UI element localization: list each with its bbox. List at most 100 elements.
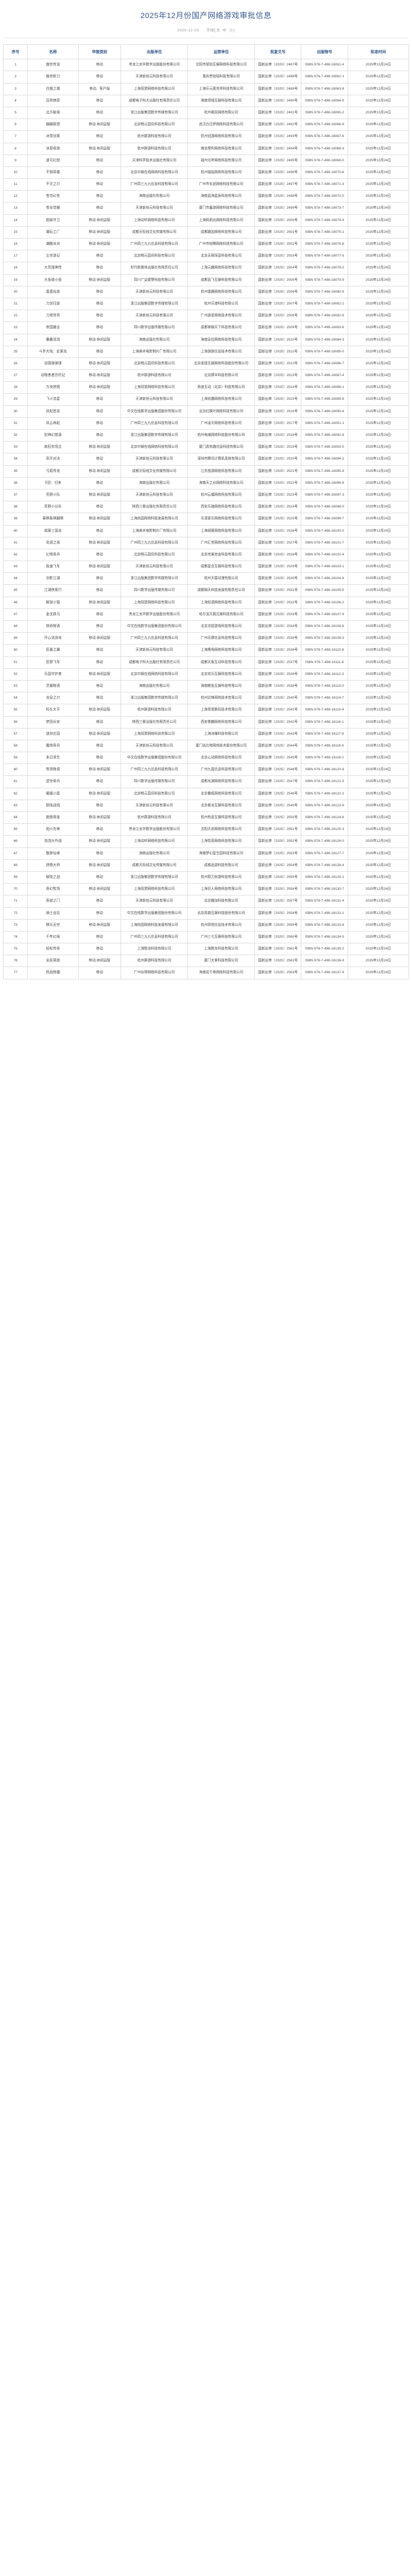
row-date: 2025年12月24日 (347, 811, 409, 824)
row-isbn: ISBN 978-7-498-16069-0 (301, 154, 348, 167)
row-isbn: ISBN 978-7-498-16134-5 (301, 930, 348, 944)
row-publisher: 北京畅元国讯科技有限公司 (121, 548, 188, 562)
row-approval-no: 国新出审〔2025〕2497号 (254, 178, 302, 191)
row-operator: 上海巨人网络科技有限公司 (187, 883, 255, 896)
row-operator: 厦门市鑫游网络科技有限公司 (187, 202, 255, 215)
row-isbn: ISBN 978-7-498-16113-0 (301, 680, 348, 693)
row-publisher: 成都电子科大出版社有限责任公司 (121, 656, 188, 669)
row-publisher: 天津新创元科技有限公司 (121, 202, 188, 215)
row-approval-no: 国新出审〔2025〕2523号 (254, 488, 302, 502)
row-publisher: 中文在线数字出版集团股份有限公司 (121, 752, 188, 765)
row-publisher: 四川数字出版传媒有限公司 (121, 584, 188, 597)
row-approval-no: 国新出审〔2025〕2488号 (254, 71, 302, 83)
row-operator: 北京完美赤金科技有限公司 (187, 548, 255, 562)
row-operator: 杭州蛋趣网络科技有限公司 (187, 285, 255, 298)
row-index: 61 (3, 775, 28, 788)
row-date: 2025年12月24日 (347, 668, 409, 681)
row-isbn: ISBN 978-7-498-16068-3 (301, 142, 348, 155)
row-publisher: 天津新创元科技有限公司 (121, 895, 188, 908)
row-index: 23 (3, 321, 28, 334)
row-publisher: 杭州群游科技有限公司 (121, 142, 188, 155)
row-category: 移动-休闲益智 (78, 381, 122, 394)
row-date: 2025年12月24日 (347, 250, 409, 263)
row-isbn: ISBN 978-7-498-16117-8 (301, 727, 348, 740)
table-row: 53 灵猫物语 移动 海南出版社有限公司 海南鲸鱼互娱科技有限公司 国新出审〔2025〕2… (3, 680, 409, 693)
table-row: 41 花语之境 移动-休闲益智 广州四三九九信息科技有限公司 广州汇世网络科技有限公司国… (3, 536, 409, 549)
row-date: 2025年12月24日 (347, 704, 409, 717)
row-operator: 海南天之谷网络科技有限公司 (187, 477, 255, 489)
table-row: 72 骑士远征 移动 中文在线数字出版集团股份有限公司 北京英雄互娱科技股份有限公司 国新… (3, 907, 409, 920)
row-approval-no: 国新出审〔2025〕2511号 (254, 345, 302, 358)
row-index: 24 (3, 333, 28, 346)
table-row: 12 苍穹幻世 移动 海南出版社有限公司 海南蓝海星辰科技有限公司 国新出审〔2025〕2… (3, 190, 409, 203)
table-row: 13 苍龙觉醒 移动 天津新创元科技有限公司 厦门市鑫游网络科技有限公司 国新出审〔202… (3, 202, 409, 215)
table-row: 44 剑影江湖 移动 浙江出版集团数字传媒有限公司 杭州天雷动漫有限公司 国新出审〔202… (3, 572, 409, 585)
row-isbn: ISBN 978-7-498-16067-6 (301, 130, 348, 143)
row-publisher: 黑龙江龙华数字出版股份有限公司 (121, 608, 188, 621)
row-index: 39 (3, 513, 28, 526)
row-date: 2025年12月24日 (347, 727, 409, 740)
table-row: 64 跑跑萌宠 移动-休闲益智 杭州群游科技有限公司 杭州有爱互娱科技有限公司 国新出审〔… (3, 811, 409, 824)
table-row: 49 开心消消岛 移动-休闲益智 广州四三九九信息科技有限公司 广州乐摩信息科技有限公司… (3, 632, 409, 645)
row-publisher: 北京畅元国讯科技有限公司 (121, 118, 188, 131)
row-category: 移动-休闲益智 (78, 561, 122, 573)
col-header-index: 序号 (3, 44, 28, 60)
row-category: 移动 (78, 608, 122, 621)
table-row: 19 大鱼碰小鱼 移动-休闲益智 四川广益聚慧科技有限公司 成都蓝飞互娱科技有限公司 国新… (3, 274, 409, 286)
row-publisher: 中文在线数字出版集团股份有限公司 (121, 620, 188, 633)
row-operator: 重庆叁拾陆科技有限公司 (187, 71, 255, 83)
row-index: 29 (3, 393, 28, 406)
font-size-small[interactable]: 小 (229, 27, 233, 32)
table-row: 76 全民萌兽 移动-休闲益智 杭州群游科技有限公司 厦门大掌科技有限公司 国新出审〔20… (3, 955, 409, 968)
row-index: 66 (3, 835, 28, 848)
row-approval-no: 国新出审〔2025〕2520号 (254, 453, 302, 466)
table-row: 40 胡莱三国志 移动 上海美术电影制片厂有限公司 上海胡莱网络科技有限公司 国新出审〔2… (3, 524, 409, 537)
row-category: 移动-休闲益智 (78, 704, 122, 717)
table-row: 9 波可幻想 移动 天津科学技术出版社有限公司 福州光年网络科技有限公司 国新出审〔202… (3, 154, 409, 167)
row-category: 移动 (78, 752, 122, 765)
row-date: 2025年12月24日 (347, 166, 409, 179)
row-publisher: 浙江出版集团数字传媒有限公司 (121, 871, 188, 884)
font-size-large[interactable]: 大 (216, 27, 220, 32)
table-row: 6 蹦蹦联盟 移动-休闲益智 北京畅元国讯科技有限公司 武汉白日梦网络科技有限公司 国新出… (3, 118, 409, 131)
row-category: 移动 (78, 429, 122, 442)
col-header-publisher: 出版单位 (121, 44, 188, 60)
row-publisher: 上海商国网络科技发展有限公司 (121, 513, 188, 526)
row-category: 移动-休闲益智 (78, 488, 122, 502)
row-category: 移动-休闲益智 (78, 883, 122, 896)
row-category: 移动-休闲益智 (78, 465, 122, 478)
table-row: 62 暖暖小屋 移动-休闲益智 北京畅元国讯科技有限公司 北京叠纸网络科技有限公司 国新出… (3, 787, 409, 800)
row-publisher: 天津新创元科技有限公司 (121, 310, 188, 323)
row-isbn: ISBN 978-7-498-16065-2 (301, 106, 348, 120)
row-operator: 深圳市腾讯计算机系统有限公司 (187, 453, 255, 466)
row-category: 移动 (78, 548, 122, 562)
row-operator: 上海沐瞳科技有限公司 (187, 727, 255, 740)
row-name: 冰原奇旅 (27, 142, 79, 155)
table-row: 61 逆世奇兵 移动 四川数字出版传媒有限公司 成都龙渊网络科技有限公司 国新出审〔202… (3, 775, 409, 788)
col-header-isbn: 出版物号 (301, 44, 348, 60)
row-name: 不倒英雄 (27, 166, 79, 179)
row-isbn: ISBN 978-7-498-16071-3 (301, 178, 348, 191)
row-index: 49 (3, 632, 28, 645)
table-row: 18 大荒搜神传 移动 时代新媒体出版社有限责任公司 上海元趣网络科技有限公司 国新出审〔… (3, 262, 409, 275)
table-row: 73 棋乐无穷 移动-休闲益智 上海商国网络科技发展有限公司 杭州简悦信息技术有限公司国… (3, 919, 409, 931)
row-approval-no: 国新出审〔2025〕2557号 (254, 895, 302, 908)
row-index: 12 (3, 190, 28, 203)
table-row: 1 傲世传说 移动 黑龙江龙华数字出版股份有限公司 沈阳市琥珀互娱网络科技有限公司 国新出… (3, 59, 409, 72)
row-name: 傲世传说 (27, 59, 79, 72)
row-publisher: 天津新创元科技有限公司 (121, 561, 188, 573)
row-name: 欧陆战线 (27, 799, 79, 812)
row-publisher: 成都电子科大出版社有限责任公司 (121, 94, 188, 107)
font-size-medium[interactable]: 中 (222, 27, 227, 32)
row-operator: 西安墨麟网络科技有限公司 (187, 716, 255, 728)
table-row: 8 冰原奇旅 移动-休闲益智 杭州群游科技有限公司 南京摩利网络科技有限公司 国新出审〔2… (3, 142, 409, 155)
row-category: 移动 (78, 907, 122, 920)
row-date: 2025年12月24日 (347, 513, 409, 526)
row-category: 移动 (78, 453, 122, 466)
row-index: 21 (3, 297, 28, 311)
row-publisher: 广州四三九九信息科技有限公司 (121, 764, 188, 776)
row-name: 大荒搜神传 (27, 262, 79, 275)
row-name: 解谜小镇 (27, 596, 79, 609)
row-date: 2025年12月24日 (347, 871, 409, 884)
row-name: 跑跑萌宠 (27, 811, 79, 824)
